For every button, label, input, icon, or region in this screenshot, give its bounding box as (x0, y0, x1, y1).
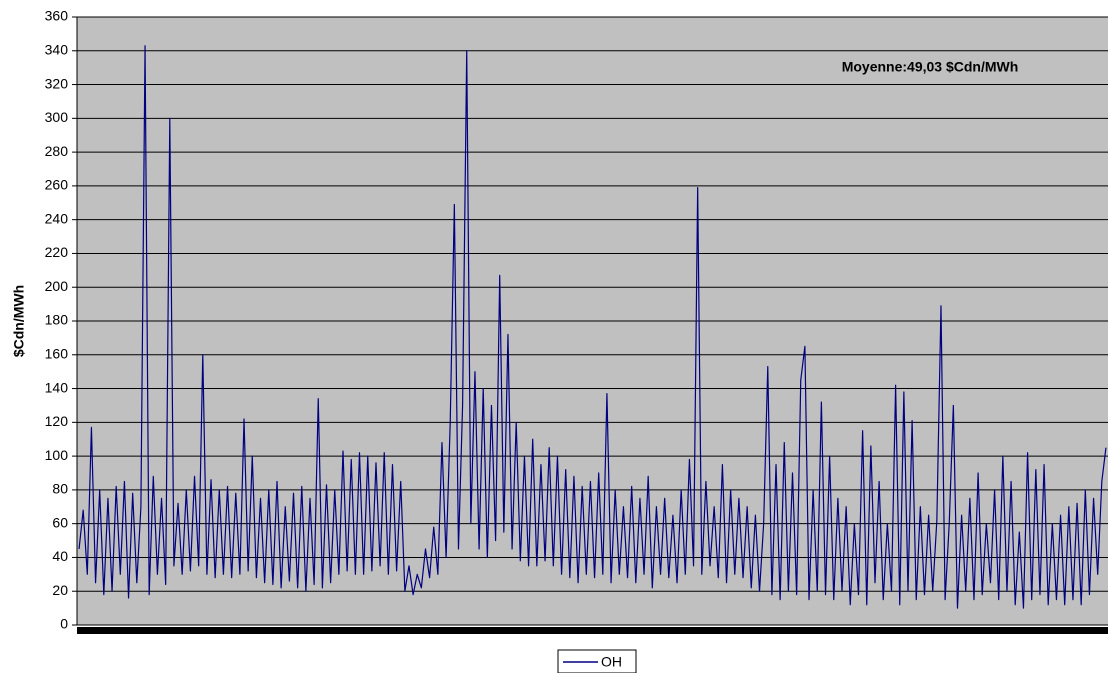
y-tick-label: 260 (45, 177, 69, 193)
y-tick-label: 200 (45, 278, 69, 294)
y-tick-label: 320 (45, 75, 69, 91)
series-line (78, 45, 1107, 609)
y-tick-label: 160 (45, 345, 69, 361)
legend-label: OH (601, 654, 622, 670)
y-tick-label: 60 (52, 514, 68, 530)
x-axis (77, 627, 1108, 634)
y-tick-label: 300 (45, 109, 69, 125)
y-tick-label: 20 (52, 582, 68, 598)
y-tick-label: 0 (60, 616, 68, 632)
y-tick-label: 340 (45, 41, 69, 57)
y-tick-label: 140 (45, 379, 69, 395)
annotation: Moyenne:49,03 $Cdn/MWh (842, 59, 1019, 75)
y-axis-label: $Cdn/MWh (11, 285, 27, 357)
y-tick-label: 120 (45, 413, 69, 429)
y-tick-label: 220 (45, 244, 69, 260)
y-tick-label: 240 (45, 210, 69, 226)
y-tick-label: 40 (52, 548, 68, 564)
y-tick-label: 80 (52, 481, 68, 497)
y-tick-label: 360 (45, 8, 69, 24)
y-tick-label: 280 (45, 143, 69, 159)
y-tick-label: 100 (45, 447, 69, 463)
y-tick-label: 180 (45, 312, 69, 328)
